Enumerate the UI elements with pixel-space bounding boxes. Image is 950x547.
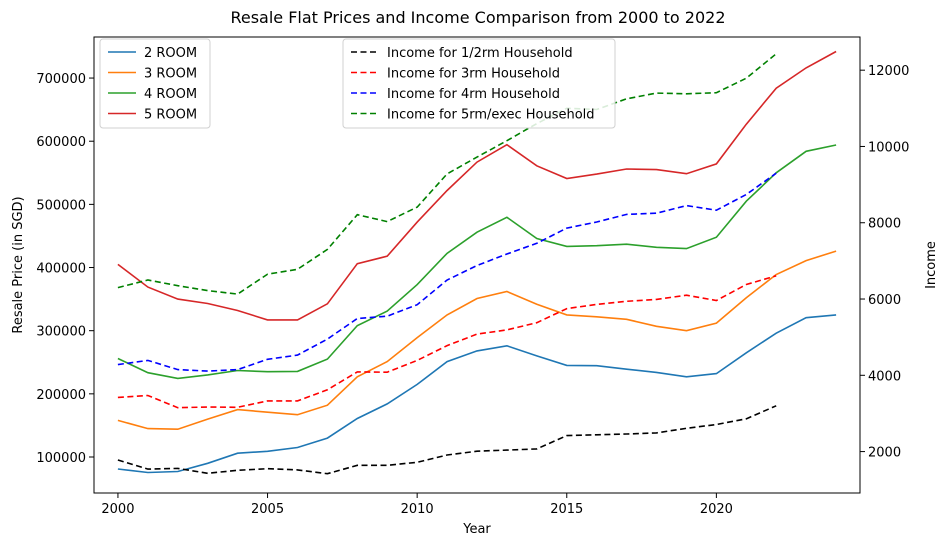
- y2-axis-title: Income: [924, 241, 939, 289]
- x-tick-label: 2000: [101, 502, 134, 517]
- price-line-4-room: [117, 144, 837, 380]
- income-line-income-for-1-2rm-household: [117, 405, 777, 475]
- legend-label: 4 ROOM: [144, 87, 197, 102]
- legend-label: 2 ROOM: [144, 46, 197, 61]
- y-tick-label: 400000: [36, 262, 86, 277]
- y2-tick-label: 12000: [868, 64, 909, 79]
- income-line-income-for-4rm-household: [117, 172, 777, 372]
- y-tick-label: 100000: [36, 451, 86, 466]
- legend-box: [342, 38, 616, 129]
- y2-tick-label: 4000: [868, 369, 901, 384]
- x-tick-label: 2020: [700, 502, 733, 517]
- x-axis: 2000 2005 2010 2015 2020: [101, 493, 733, 517]
- y-tick-label: 500000: [36, 198, 86, 213]
- legend-label: Income for 5rm/exec Household: [387, 108, 595, 123]
- y-tick-label: 700000: [36, 72, 86, 87]
- legend-label: 3 ROOM: [144, 67, 197, 82]
- y2-tick-label: 8000: [868, 217, 901, 232]
- legend-label: Income for 1/2rm Household: [387, 46, 573, 61]
- price-line-5-room: [117, 50, 837, 321]
- legend-label: Income for 3rm Household: [387, 67, 560, 82]
- series-lines: [117, 50, 837, 475]
- y-tick-label: 200000: [36, 388, 86, 403]
- legend-prices: 2 ROOM 3 ROOM 4 ROOM 5 ROOM: [99, 38, 211, 129]
- x-axis-title: Year: [462, 522, 491, 537]
- y2-tick-label: 2000: [868, 446, 901, 461]
- legend-label: 5 ROOM: [144, 108, 197, 123]
- x-tick-label: 2010: [401, 502, 434, 517]
- y2-tick-label: 6000: [868, 293, 901, 308]
- y-axis-title: Resale Price (in SGD): [11, 196, 26, 333]
- y-tick-label: 300000: [36, 325, 86, 340]
- legend-box: [99, 38, 211, 129]
- x-tick-label: 2015: [550, 502, 583, 517]
- y-axis-left: 100000 200000 300000 400000 500000 600000 7000…: [36, 72, 94, 466]
- price-line-3-room: [117, 250, 837, 431]
- legend-label: Income for 4rm Household: [387, 87, 560, 102]
- plot-frame: [93, 36, 861, 494]
- y-axis-right: 2000 4000 6000 8000 10000 12000: [860, 64, 909, 461]
- price-line-2-room: [117, 314, 837, 474]
- y2-tick-label: 10000: [868, 140, 909, 155]
- legend-income: Income for 1/2rm Household Income for 3rm…: [342, 38, 616, 129]
- chart-title: Resale Flat Prices and Income Comparison…: [230, 8, 725, 27]
- x-tick-label: 2005: [251, 502, 284, 517]
- income-line-income-for-3rm-household: [117, 275, 777, 409]
- y-tick-label: 600000: [36, 135, 86, 150]
